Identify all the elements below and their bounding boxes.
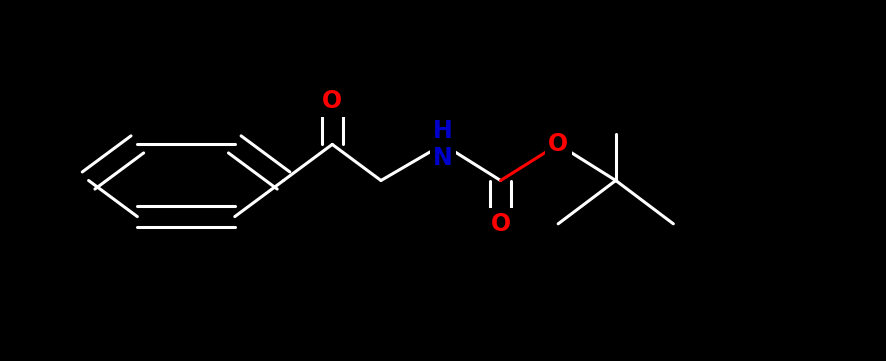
Text: O: O	[323, 89, 342, 113]
Text: O: O	[491, 212, 510, 236]
Text: O: O	[548, 132, 568, 156]
Text: H
N: H N	[433, 118, 453, 170]
